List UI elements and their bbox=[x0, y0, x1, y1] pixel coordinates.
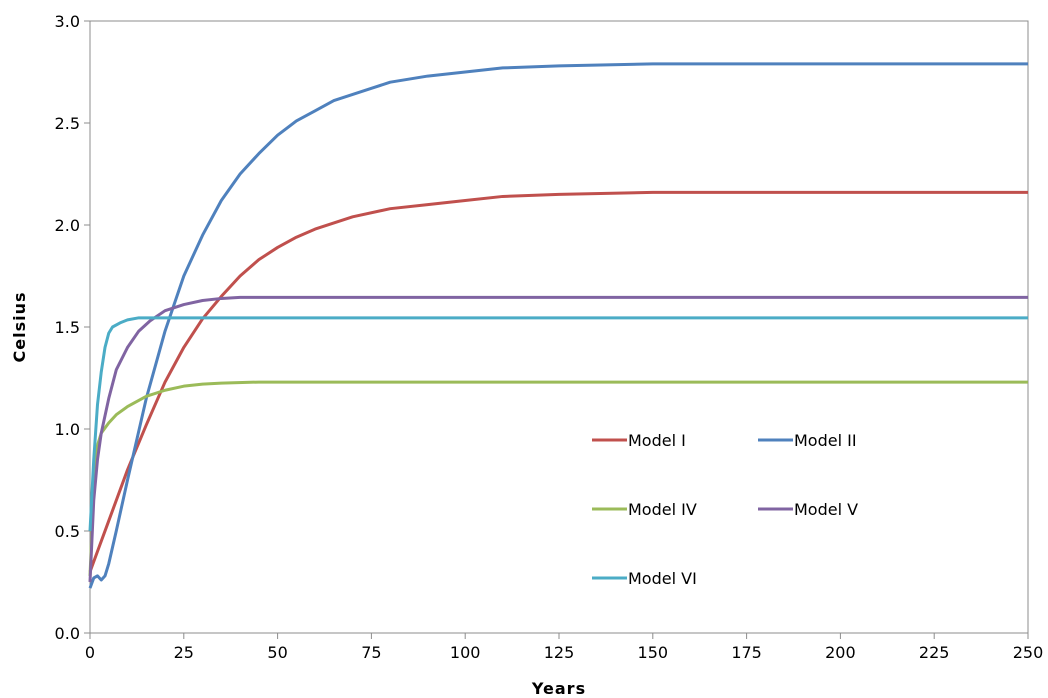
x-tick-label: 200 bbox=[825, 643, 856, 662]
y-tick-label: 1.0 bbox=[55, 420, 80, 439]
series-line-model-ii bbox=[88, 62, 1028, 589]
series-line-model-iv bbox=[88, 380, 1028, 576]
y-tick-label: 3.0 bbox=[55, 12, 80, 31]
x-tick-label: 100 bbox=[450, 643, 481, 662]
x-tick-label: 125 bbox=[544, 643, 575, 662]
x-tick-label: 175 bbox=[731, 643, 762, 662]
y-tick-label: 2.5 bbox=[55, 114, 80, 133]
x-tick-label: 0 bbox=[85, 643, 95, 662]
x-tick-label: 75 bbox=[361, 643, 381, 662]
y-tick-label: 0.0 bbox=[55, 624, 80, 643]
series-lines bbox=[88, 62, 1028, 589]
legend-label: Model IV bbox=[628, 500, 697, 519]
legend-label: Model I bbox=[628, 431, 686, 450]
series-line-model-v bbox=[88, 295, 1028, 583]
y-tick-label: 1.5 bbox=[55, 318, 80, 337]
x-tick-label: 225 bbox=[919, 643, 950, 662]
x-tick-label: 150 bbox=[638, 643, 669, 662]
legend-label: Model VI bbox=[628, 569, 697, 588]
legend: Model I Model II Model IV Model V Model VI bbox=[592, 431, 858, 588]
x-tick-label: 250 bbox=[1013, 643, 1044, 662]
series-line-model-vi bbox=[88, 316, 1028, 532]
x-axis-title: Years bbox=[531, 679, 586, 698]
series-line-model-i bbox=[88, 190, 1028, 573]
y-axis-ticks: 0.0 0.5 1.0 1.5 2.0 2.5 3.0 bbox=[55, 12, 90, 643]
x-tick-label: 50 bbox=[267, 643, 287, 662]
y-tick-label: 2.0 bbox=[55, 216, 80, 235]
y-axis-title: Celsius bbox=[10, 292, 29, 363]
x-axis-ticks: 0 25 50 75 100 125 150 175 200 225 250 bbox=[85, 633, 1043, 662]
legend-label: Model II bbox=[794, 431, 857, 450]
legend-label: Model V bbox=[794, 500, 858, 519]
y-tick-label: 0.5 bbox=[55, 522, 80, 541]
x-tick-label: 25 bbox=[174, 643, 194, 662]
